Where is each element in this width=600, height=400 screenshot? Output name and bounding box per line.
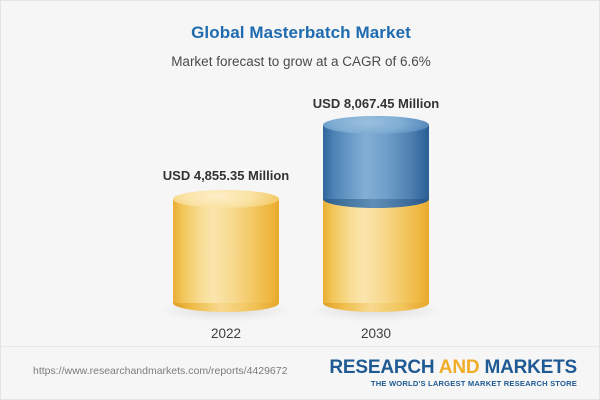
chart-header: Global Masterbatch Market Market forecas… xyxy=(1,1,599,71)
bar-segment-base-2030 xyxy=(323,190,429,312)
value-label-2022: USD 4,855.35 Million xyxy=(162,168,290,183)
cylinder-body xyxy=(323,125,429,199)
chart-plot-area: USD 4,855.35 Million 2022 USD 8,067.45 M… xyxy=(1,86,599,341)
logo-wordmark: RESEARCH AND MARKETS xyxy=(329,357,577,378)
value-label-2030: USD 8,067.45 Million xyxy=(312,96,440,111)
brand-logo[interactable]: RESEARCH AND MARKETS THE WORLD'S LARGEST… xyxy=(329,357,577,388)
category-label-2030: 2030 xyxy=(360,326,392,341)
chart-title: Global Masterbatch Market xyxy=(191,23,411,42)
cylinder-body xyxy=(173,199,279,303)
bar-group-2022: USD 4,855.35 Million 2022 xyxy=(136,86,316,341)
bar-segment-base-2022 xyxy=(173,190,279,312)
bar-cylinder-2030[interactable] xyxy=(323,116,429,312)
logo-tagline: THE WORLD'S LARGEST MARKET RESEARCH STOR… xyxy=(370,379,577,388)
cylinder-top-ellipse-icon xyxy=(173,190,279,208)
category-label-2022: 2022 xyxy=(210,326,242,341)
chart-subtitle: Market forecast to grow at a CAGR of 6.6… xyxy=(171,54,431,69)
cylinder-top-ellipse-icon xyxy=(323,116,429,134)
logo-word-research: RESEARCH xyxy=(329,357,439,378)
bar-group-2030: USD 8,067.45 Million 2030 xyxy=(286,86,466,341)
logo-word-and: AND xyxy=(438,357,485,378)
bar-cylinder-2022[interactable] xyxy=(173,190,279,312)
source-url[interactable]: https://www.researchandmarkets.com/repor… xyxy=(33,365,288,377)
footer-bar: https://www.researchandmarkets.com/repor… xyxy=(1,346,599,399)
logo-word-markets: MARKETS xyxy=(484,357,577,378)
cylinder-body xyxy=(323,199,429,303)
bar-segment-growth-2030 xyxy=(323,116,429,208)
